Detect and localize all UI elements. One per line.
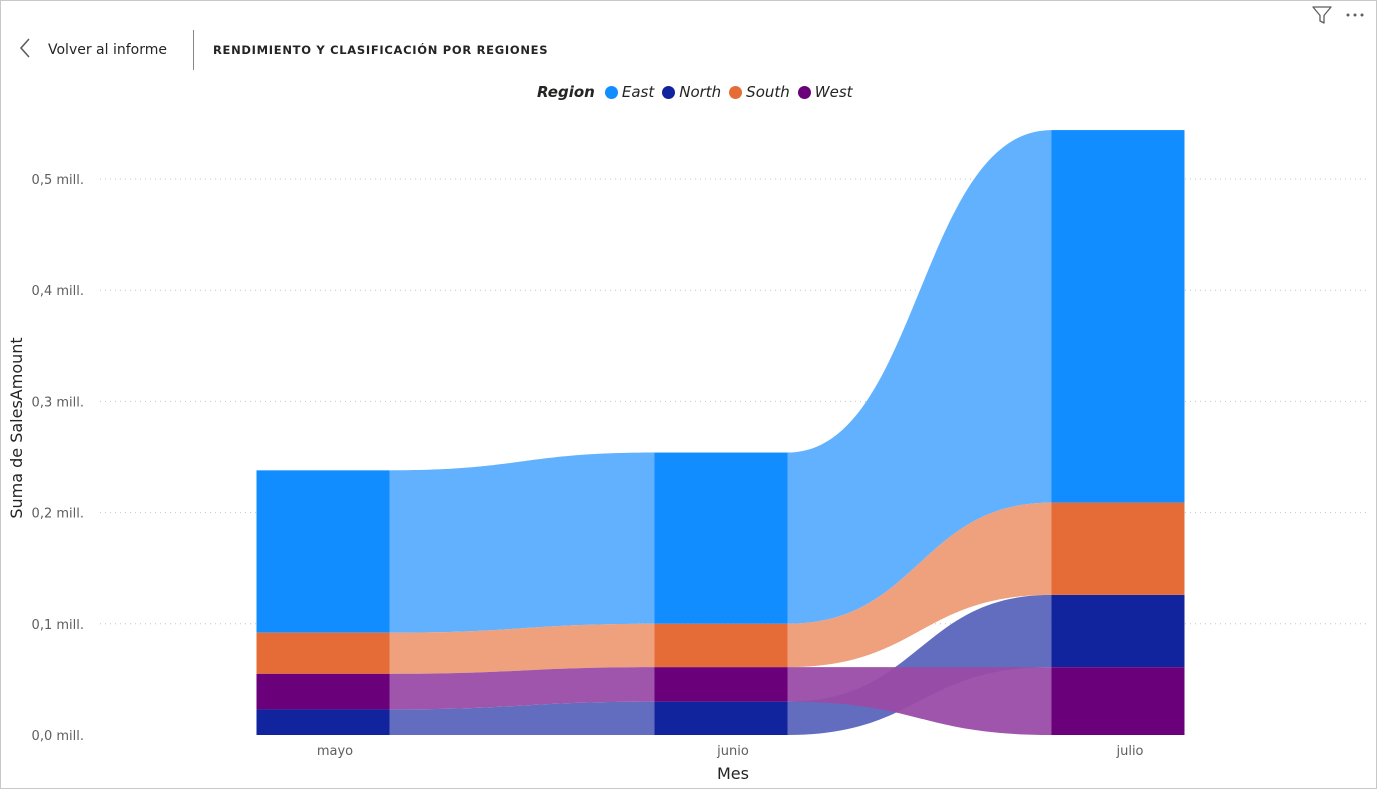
- bar-segment-north[interactable]: [256, 709, 390, 735]
- ribbon-east[interactable]: [389, 452, 655, 633]
- header-divider: [193, 30, 194, 70]
- axes: 0,0 mill. 0,1 mill. 0,2 mill. 0,3 mill. 0,4 …: [7, 173, 1144, 783]
- legend-item-north[interactable]: North: [662, 83, 721, 101]
- bar-segment-west[interactable]: [1051, 667, 1185, 735]
- legend-item-west[interactable]: West: [797, 83, 853, 101]
- back-to-report-button[interactable]: Volver al informe: [18, 37, 167, 63]
- y-tick-label: 0,5 mill.: [32, 173, 84, 188]
- bars: [256, 130, 1185, 735]
- legend-label-west: West: [814, 83, 853, 101]
- bar-segment-west[interactable]: [256, 673, 390, 710]
- legend-label-south: South: [746, 83, 790, 101]
- y-tick-label: 0,2 mill.: [32, 507, 84, 522]
- chevron-left-icon: [18, 37, 32, 63]
- x-axis-title: Mes: [717, 764, 749, 783]
- bar-segment-north[interactable]: [1051, 594, 1185, 668]
- bar-segment-east[interactable]: [1051, 130, 1185, 503]
- visual-header-icons: [1311, 4, 1365, 26]
- bar-segment-south[interactable]: [1051, 502, 1185, 595]
- ribbon-north[interactable]: [389, 701, 655, 735]
- legend-dot-north: [662, 85, 676, 99]
- ribbon-west[interactable]: [787, 667, 1052, 735]
- y-tick-label: 0,4 mill.: [32, 284, 84, 299]
- bar-segment-east[interactable]: [256, 470, 390, 633]
- x-tick-label: julio: [1115, 744, 1143, 759]
- legend-dot-west: [797, 85, 811, 99]
- more-options-icon[interactable]: [1345, 4, 1365, 26]
- legend-label-east: East: [621, 83, 655, 101]
- bar-segment-west[interactable]: [654, 667, 788, 702]
- ribbon-south[interactable]: [787, 502, 1052, 668]
- bar-segment-south[interactable]: [256, 632, 390, 674]
- filter-icon[interactable]: [1311, 4, 1333, 26]
- bar-segment-north[interactable]: [654, 701, 788, 735]
- page-title: RENDIMIENTO Y CLASIFICACIÓN POR REGIONES: [213, 43, 549, 57]
- legend-title: Region: [537, 83, 595, 101]
- ribbons: [389, 130, 1052, 735]
- x-tick-label: mayo: [317, 744, 353, 759]
- y-tick-label: 0,3 mill.: [32, 395, 84, 410]
- ribbon-west[interactable]: [389, 667, 655, 710]
- back-to-report-label: Volver al informe: [48, 42, 167, 58]
- ribbon-south[interactable]: [389, 623, 655, 674]
- legend-item-south[interactable]: South: [729, 83, 790, 101]
- ribbon-east[interactable]: [787, 130, 1052, 624]
- bar-segment-south[interactable]: [654, 623, 788, 668]
- legend-label-north: North: [679, 83, 722, 101]
- y-axis-title: Suma de SalesAmount: [7, 337, 26, 518]
- legend-dot-east: [604, 85, 618, 99]
- chart-legend: Region East North South West: [537, 83, 861, 101]
- bar-segment-east[interactable]: [654, 452, 788, 624]
- legend-dot-south: [729, 85, 743, 99]
- legend-item-east[interactable]: East: [604, 83, 655, 101]
- x-tick-label: junio: [716, 744, 749, 759]
- page-header: Volver al informe RENDIMIENTO Y CLASIFIC…: [18, 30, 548, 70]
- y-tick-label: 0,1 mill.: [32, 618, 84, 633]
- y-tick-label: 0,0 mill.: [32, 729, 84, 744]
